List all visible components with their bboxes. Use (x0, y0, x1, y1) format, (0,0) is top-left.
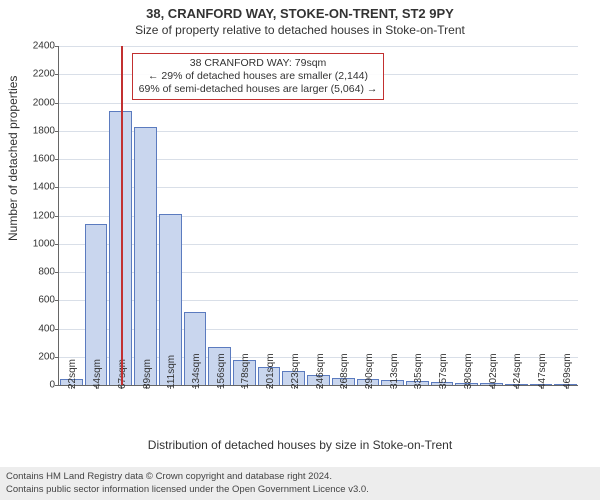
y-tick-label: 400 (38, 323, 59, 334)
x-tick-label: 178sqm (240, 353, 251, 389)
x-tick-label: 156sqm (216, 353, 227, 389)
footer-line: Contains HM Land Registry data © Crown c… (6, 471, 594, 483)
plot-area: 0200400600800100012001400160018002000220… (58, 46, 578, 386)
y-tick-label: 200 (38, 351, 59, 362)
footer-line: Contains public sector information licen… (6, 484, 594, 496)
y-tick-label: 0 (49, 380, 59, 391)
page-subtitle: Size of property relative to detached ho… (0, 21, 600, 37)
y-tick-label: 2200 (33, 69, 59, 80)
x-tick-label: 447sqm (537, 353, 548, 389)
y-tick-label: 2400 (33, 41, 59, 52)
x-tick-label: 246sqm (315, 353, 326, 389)
y-tick-label: 1800 (33, 125, 59, 136)
x-tick-label: 223sqm (290, 353, 301, 389)
y-axis-label: Number of detached properties (6, 76, 20, 241)
y-tick-label: 2000 (33, 97, 59, 108)
gridline (59, 103, 578, 104)
annotation-line: 69% of semi-detached houses are larger (… (139, 83, 378, 96)
page: 38, CRANFORD WAY, STOKE-ON-TRENT, ST2 9P… (0, 0, 600, 500)
x-tick-label: 357sqm (438, 353, 449, 389)
bar (134, 127, 157, 385)
x-tick-label: 201sqm (265, 353, 276, 389)
x-tick-label: 402sqm (488, 353, 499, 389)
annotation-line: ← 29% of detached houses are smaller (2,… (139, 70, 378, 83)
footer: Contains HM Land Registry data © Crown c… (0, 467, 600, 500)
x-axis-label: Distribution of detached houses by size … (0, 438, 600, 452)
x-tick-label: 111sqm (166, 355, 177, 389)
chart: Number of detached properties 0200400600… (0, 42, 600, 454)
x-tick-label: 290sqm (364, 353, 375, 389)
y-tick-label: 600 (38, 295, 59, 306)
gridline (59, 46, 578, 47)
y-tick-label: 800 (38, 267, 59, 278)
x-tick-label: 313sqm (389, 353, 400, 389)
x-tick-label: 22sqm (67, 359, 78, 389)
x-tick-label: 380sqm (463, 353, 474, 389)
x-tick-label: 44sqm (92, 359, 103, 389)
x-tick-label: 134sqm (191, 353, 202, 389)
x-tick-label: 469sqm (562, 353, 573, 389)
y-tick-label: 1000 (33, 238, 59, 249)
x-tick-label: 335sqm (413, 353, 424, 389)
annotation-line: 38 CRANFORD WAY: 79sqm (139, 57, 378, 70)
x-tick-label: 268sqm (339, 353, 350, 389)
y-tick-label: 1600 (33, 154, 59, 165)
y-tick-label: 1400 (33, 182, 59, 193)
x-tick-label: 424sqm (512, 353, 523, 389)
page-title: 38, CRANFORD WAY, STOKE-ON-TRENT, ST2 9P… (0, 0, 600, 21)
annotation-box: 38 CRANFORD WAY: 79sqm← 29% of detached … (132, 53, 385, 100)
marker-line (121, 46, 123, 385)
y-tick-label: 1200 (33, 210, 59, 221)
x-tick-label: 89sqm (142, 359, 153, 389)
